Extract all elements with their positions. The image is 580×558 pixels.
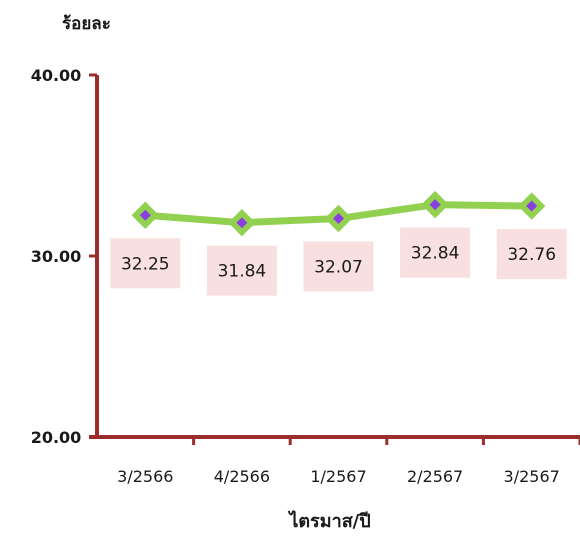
- x-tick-label: 1/2567: [310, 467, 366, 486]
- data-point: [333, 213, 344, 225]
- data-label-box: [206, 245, 277, 296]
- y-tick-labels: 20.00 30.00 40.00: [31, 66, 82, 447]
- data-label: 32.84: [411, 244, 460, 264]
- x-tick-label: 3/2567: [504, 467, 560, 486]
- data-label: 32.07: [314, 258, 363, 278]
- data-point: [236, 217, 248, 229]
- x-tick-label: 4/2566: [214, 467, 270, 486]
- axes: [89, 73, 580, 445]
- data-label: 32.76: [507, 245, 556, 265]
- y-tick-label: 20.00: [31, 428, 82, 447]
- data-label-boxes: 32.25 31.84 32.07 32.84 32.76: [110, 227, 567, 296]
- x-tick-label: 2/2567: [407, 467, 463, 486]
- data-label-box: [400, 227, 471, 278]
- data-point: [139, 209, 151, 221]
- x-tick-labels: 3/2566 4/2566 1/2567 2/2567 3/2567: [117, 467, 560, 486]
- data-label: 31.84: [218, 262, 267, 282]
- data-label-box: [303, 241, 374, 292]
- y-axis-unit-label: ร้อยละ: [62, 14, 111, 34]
- data-label-box: [496, 229, 567, 280]
- x-tick-label: 3/2566: [117, 467, 173, 486]
- data-label: 32.25: [121, 254, 170, 274]
- y-tick-label: 40.00: [31, 66, 82, 85]
- y-tick-label: 30.00: [31, 247, 82, 266]
- data-point: [526, 200, 538, 212]
- data-point: [429, 199, 441, 211]
- x-axis-title: ไตรมาส/ปี: [287, 510, 370, 532]
- markers: [131, 191, 546, 237]
- data-label-box: [110, 238, 181, 289]
